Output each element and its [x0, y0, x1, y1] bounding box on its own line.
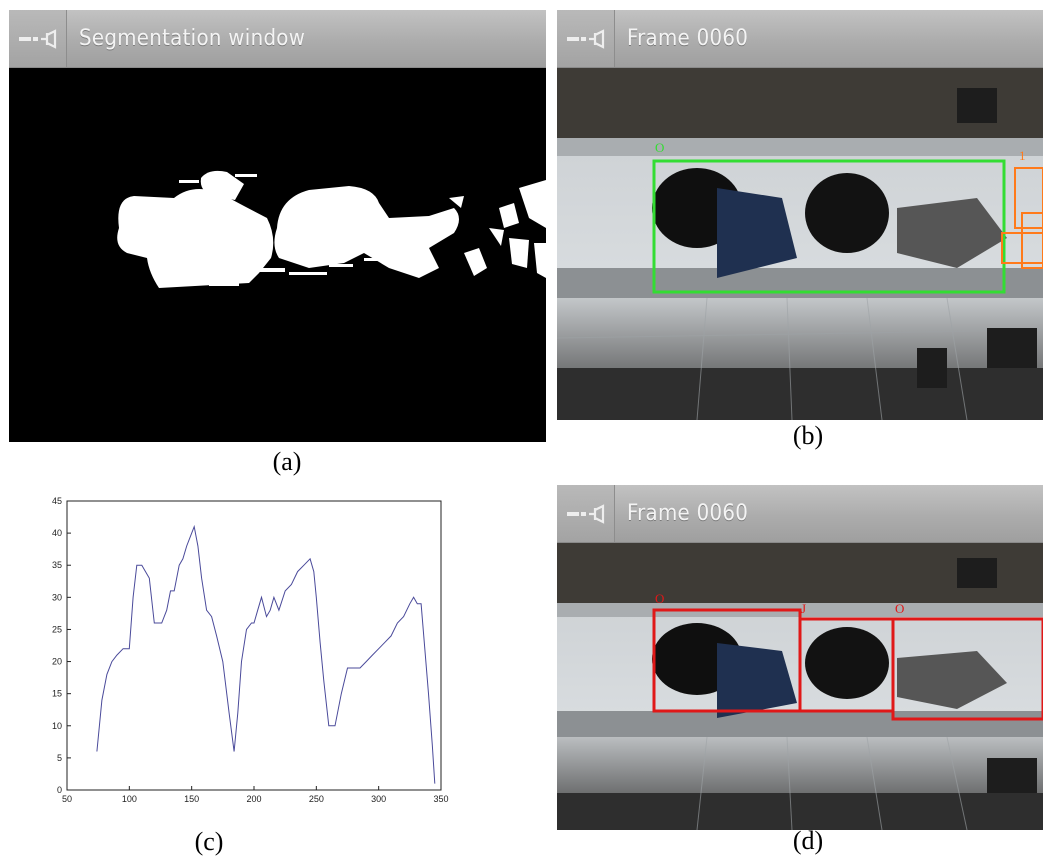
segmentation-window-titlebar: Segmentation window: [9, 10, 546, 68]
axis-ticks: 50 100 150 200 250 300 350 0 5 10 15 20 25 30 35 40 45: [52, 496, 449, 804]
y-tick-label: 10: [52, 721, 62, 731]
pin-icon: [41, 29, 57, 49]
y-tick-label: 40: [52, 528, 62, 538]
caption-a: (a): [272, 447, 302, 476]
x-tick-label: 300: [371, 794, 386, 804]
svg-text:O: O: [655, 140, 664, 155]
x-tick-label: 200: [246, 794, 261, 804]
window-title: Frame 0060: [627, 26, 749, 51]
x-tick-label: 100: [122, 794, 137, 804]
video-frame-b: O 1: [557, 68, 1043, 420]
x-tick-label: 350: [433, 794, 448, 804]
window-title: Segmentation window: [79, 26, 306, 51]
frame-window-split: Frame 0060 O J O: [557, 485, 1043, 830]
minimize-icon[interactable]: [17, 26, 61, 52]
line-chart: 50 100 150 200 250 300 350 0 5 10 15 20 25 30 35 40 45: [52, 496, 449, 804]
window-controls[interactable]: [557, 485, 615, 542]
x-tick-label: 250: [309, 794, 324, 804]
svg-text:O: O: [895, 601, 904, 616]
svg-text:O: O: [655, 591, 664, 606]
window-title: Frame 0060: [627, 501, 749, 526]
split-tracking-boxes: [652, 608, 1043, 721]
caption-d: (d): [792, 826, 824, 855]
window-controls[interactable]: [9, 10, 67, 67]
minimize-icon[interactable]: [565, 501, 609, 527]
frame-window-merged: Frame 0060: [557, 10, 1043, 420]
segmentation-window: Segmentation window: [9, 10, 546, 442]
caption-b: (b): [792, 421, 824, 450]
segmentation-mask: [9, 68, 546, 442]
merged-tracking-box: [652, 159, 1006, 294]
x-tick-label: 50: [62, 794, 72, 804]
y-tick-label: 25: [52, 624, 62, 634]
pin-icon: [589, 504, 605, 524]
x-tick-label: 150: [184, 794, 199, 804]
frame-window-split-titlebar: Frame 0060: [557, 485, 1043, 543]
edge-tracking-boxes: [1001, 167, 1043, 269]
plot-area: [66, 500, 442, 791]
y-tick-label: 30: [52, 592, 62, 602]
svg-text:1: 1: [1019, 148, 1026, 163]
frame-window-merged-titlebar: Frame 0060: [557, 10, 1043, 68]
y-tick-label: 45: [52, 496, 62, 506]
y-tick-label: 20: [52, 657, 62, 667]
svg-text:J: J: [801, 601, 806, 616]
minimize-icon[interactable]: [565, 26, 609, 52]
caption-c: (c): [194, 827, 224, 856]
pin-icon: [589, 29, 605, 49]
y-tick-label: 5: [57, 753, 62, 763]
series-line: [96, 524, 436, 784]
y-tick-label: 15: [52, 689, 62, 699]
y-tick-label: 35: [52, 560, 62, 570]
window-controls[interactable]: [557, 10, 615, 67]
video-frame-d: OJ O: [557, 543, 1043, 830]
y-tick-label: 0: [57, 785, 62, 795]
